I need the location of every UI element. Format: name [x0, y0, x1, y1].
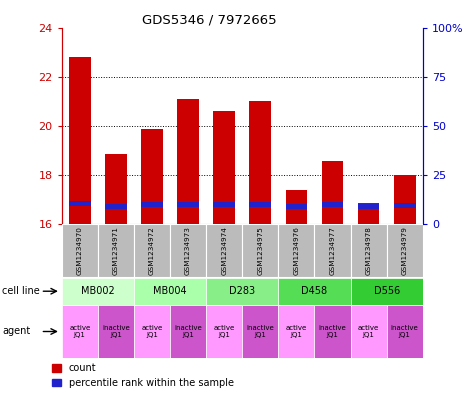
Bar [278, 305, 314, 358]
Bar [285, 204, 307, 209]
Bar [141, 202, 163, 208]
Bar [134, 305, 170, 358]
Bar [314, 305, 351, 358]
Bar [105, 154, 127, 224]
Bar [177, 99, 199, 224]
Bar [351, 305, 387, 358]
Bar [206, 224, 242, 277]
Text: GSM1234975: GSM1234975 [257, 226, 263, 275]
Bar [242, 305, 278, 358]
Bar [351, 224, 387, 277]
Bar [278, 224, 314, 277]
Text: D283: D283 [229, 286, 256, 296]
Text: GSM1234970: GSM1234970 [77, 226, 83, 275]
Bar [62, 305, 98, 358]
Text: GDS5346 / 7972665: GDS5346 / 7972665 [142, 14, 276, 27]
Text: inactive
JQ1: inactive JQ1 [319, 325, 346, 338]
Bar [394, 175, 416, 224]
Text: MB004: MB004 [153, 286, 187, 296]
Bar [69, 202, 91, 206]
Text: GSM1234974: GSM1234974 [221, 226, 227, 275]
Text: active
JQ1: active JQ1 [358, 325, 379, 338]
Bar [206, 278, 278, 305]
Bar [387, 224, 423, 277]
Bar [351, 278, 423, 305]
Text: agent: agent [2, 326, 30, 336]
Text: MB002: MB002 [81, 286, 115, 296]
Text: inactive
JQ1: inactive JQ1 [174, 325, 202, 338]
Bar [358, 204, 380, 209]
Text: inactive
JQ1: inactive JQ1 [391, 325, 418, 338]
Text: GSM1234978: GSM1234978 [366, 226, 371, 275]
Text: D458: D458 [302, 286, 328, 296]
Bar [314, 224, 351, 277]
Bar [170, 305, 206, 358]
Bar [322, 202, 343, 208]
Bar [213, 202, 235, 208]
Legend: count, percentile rank within the sample: count, percentile rank within the sample [52, 363, 234, 388]
Bar [249, 202, 271, 208]
Bar [105, 204, 127, 209]
Bar [249, 101, 271, 224]
Text: active
JQ1: active JQ1 [286, 325, 307, 338]
Text: D556: D556 [373, 286, 400, 296]
Bar [134, 278, 206, 305]
Text: cell line: cell line [2, 286, 40, 296]
Bar [69, 57, 91, 224]
Bar [387, 305, 423, 358]
Bar [134, 224, 170, 277]
Bar [358, 203, 380, 224]
Text: GSM1234976: GSM1234976 [294, 226, 299, 275]
Text: GSM1234973: GSM1234973 [185, 226, 191, 275]
Text: GSM1234971: GSM1234971 [113, 226, 119, 275]
Bar [285, 190, 307, 224]
Bar [322, 162, 343, 224]
Bar [213, 111, 235, 224]
Text: inactive
JQ1: inactive JQ1 [247, 325, 274, 338]
Bar [98, 224, 134, 277]
Bar [206, 305, 242, 358]
Text: active
JQ1: active JQ1 [142, 325, 162, 338]
Text: GSM1234979: GSM1234979 [402, 226, 408, 275]
Bar [62, 224, 98, 277]
Bar [242, 224, 278, 277]
Bar [141, 129, 163, 224]
Text: GSM1234977: GSM1234977 [330, 226, 335, 275]
Bar [177, 202, 199, 208]
Text: GSM1234972: GSM1234972 [149, 226, 155, 275]
Text: active
JQ1: active JQ1 [69, 325, 90, 338]
Bar [170, 224, 206, 277]
Bar [62, 278, 134, 305]
Text: active
JQ1: active JQ1 [214, 325, 235, 338]
Text: inactive
JQ1: inactive JQ1 [102, 325, 130, 338]
Bar [98, 305, 134, 358]
Bar [394, 203, 416, 208]
Bar [278, 278, 351, 305]
